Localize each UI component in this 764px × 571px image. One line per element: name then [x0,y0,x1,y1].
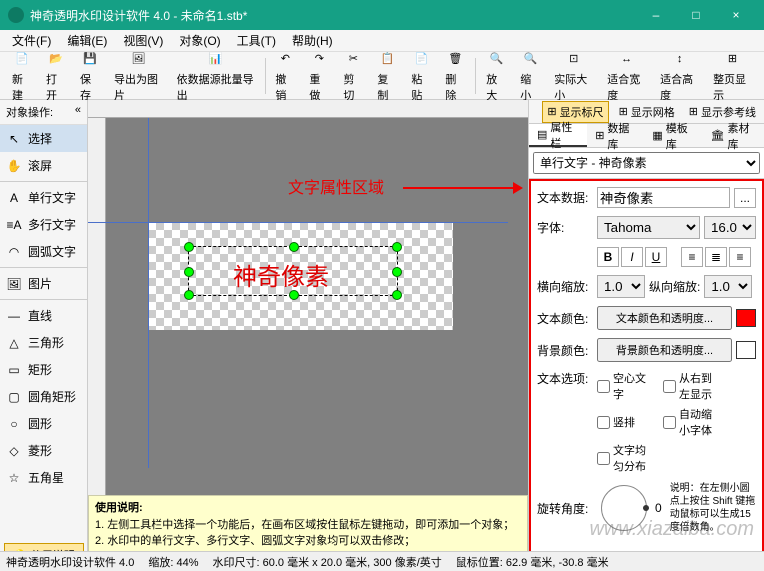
status-bar: 神奇透明水印设计软件 4.0 缩放: 44% 水印尺寸: 60.0 毫米 x 2… [0,551,764,571]
left-item-7[interactable]: △三角形 [0,329,87,356]
left-item-0[interactable]: ↖选择 [0,125,87,152]
text-color-swatch[interactable] [736,309,756,327]
tool-12[interactable]: 🔍缩小 [514,47,546,105]
viewopt-2[interactable]: ⊞显示参考线 [685,102,760,122]
vscale-select[interactable]: 1.0 [704,275,752,298]
hscale-select[interactable]: 1.0 [597,275,645,298]
left-item-9[interactable]: ▢圆角矩形 [0,383,87,410]
app-icon [8,7,24,23]
tool-7[interactable]: ✂剪切 [337,47,369,105]
toolbar: 📄新建📂打开💾保存🖼导出为图片📊依数据源批量导出↶撤销↷重做✂剪切📋复制📄粘贴🗑… [0,52,764,100]
tool-2[interactable]: 💾保存 [74,47,106,105]
italic-button[interactable]: I [621,247,643,267]
check-1[interactable]: 从右到左显示 [663,370,719,402]
align-right-button[interactable]: ≡ [729,247,751,267]
tool-15[interactable]: ↕适合高度 [654,47,705,105]
properties-panel: 文本数据: ... 字体: Tahoma 16.0 B I U ≡ ≣ ≡ 横向… [529,179,764,571]
watermark-text: www.xiazaiba.com [589,518,754,541]
window-title: 神奇透明水印设计软件 4.0 - 未命名1.stb* [30,7,636,24]
tool-0[interactable]: 📄新建 [6,47,38,105]
tool-14[interactable]: ↔适合宽度 [601,47,652,105]
tool-11[interactable]: 🔍放大 [480,47,512,105]
maximize-button[interactable]: □ [676,0,716,30]
text-color-button[interactable]: 文本颜色和透明度... [597,306,732,330]
tool-10[interactable]: 🗑删除 [439,47,471,105]
minimize-button[interactable]: – [636,0,676,30]
rtab-3[interactable]: 🏛素材库 [703,124,764,147]
viewopt-1[interactable]: ⊞显示网格 [615,102,679,122]
left-item-8[interactable]: ▭矩形 [0,356,87,383]
align-left-button[interactable]: ≡ [681,247,703,267]
tool-5[interactable]: ↶撤销 [269,47,301,105]
left-panel: 对象操作:« ↖选择✋滚屏 A单行文字≡A多行文字◠圆弧文字 🖼图片 —直线△三角形▭… [0,100,88,571]
annotation-text: 文字属性区域 [288,174,384,198]
check-0[interactable]: 空心文字 [597,370,653,402]
underline-button[interactable]: U [645,247,667,267]
left-item-1[interactable]: ✋滚屏 [0,152,87,179]
tool-8[interactable]: 📋复制 [371,47,403,105]
selection-box[interactable]: 神奇像素 [188,246,398,296]
rtab-1[interactable]: ⊞数据库 [587,124,644,147]
text-data-input[interactable] [597,187,730,208]
check-4[interactable]: 文字均匀分布 [597,442,653,474]
left-item-5[interactable]: 🖼图片 [0,270,87,297]
tool-16[interactable]: ⊞整页显示 [707,47,758,105]
tool-4[interactable]: 📊依数据源批量导出 [171,47,261,105]
tool-9[interactable]: 📄粘贴 [405,47,437,105]
align-center-button[interactable]: ≣ [705,247,727,267]
left-item-3[interactable]: ≡A多行文字 [0,211,87,238]
bg-color-button[interactable]: 背景颜色和透明度... [597,338,732,362]
text-data-more-button[interactable]: ... [734,188,756,208]
horizontal-ruler [88,100,528,118]
tool-13[interactable]: ⊡实际大小 [548,47,599,105]
font-size-select[interactable]: 16.0 [704,216,756,239]
rtab-0[interactable]: ▤属性栏 [529,124,587,147]
arrow-icon [403,178,523,198]
tool-3[interactable]: 🖼导出为图片 [108,47,169,105]
bold-button[interactable]: B [597,247,619,267]
left-item-6[interactable]: —直线 [0,302,87,329]
object-selector[interactable]: 单行文字 - 神奇像素 [533,152,760,174]
left-item-10[interactable]: ○圆形 [0,410,87,437]
left-item-4[interactable]: ◠圆弧文字 [0,238,87,265]
left-item-11[interactable]: ◇菱形 [0,437,87,464]
rtab-2[interactable]: ▦模板库 [644,124,702,147]
bg-color-swatch[interactable] [736,341,756,359]
canvas-text[interactable]: 神奇像素 [233,257,329,292]
left-panel-header: 对象操作:« [0,100,87,125]
tool-1[interactable]: 📂打开 [40,47,72,105]
font-select[interactable]: Tahoma [597,216,700,239]
check-3[interactable]: 自动缩小字体 [663,406,719,438]
close-button[interactable]: × [716,0,756,30]
left-item-12[interactable]: ☆五角星 [0,464,87,491]
canvas[interactable]: 神奇像素 [148,222,453,330]
tool-6[interactable]: ↷重做 [303,47,335,105]
check-2[interactable]: 竖排 [597,406,653,438]
left-item-2[interactable]: A单行文字 [0,184,87,211]
titlebar: 神奇透明水印设计软件 4.0 - 未命名1.stb* – □ × [0,0,764,30]
right-panel: ⊞显示标尺⊞显示网格⊞显示参考线 ▤属性栏⊞数据库▦模板库🏛素材库 单行文字 -… [528,100,764,571]
